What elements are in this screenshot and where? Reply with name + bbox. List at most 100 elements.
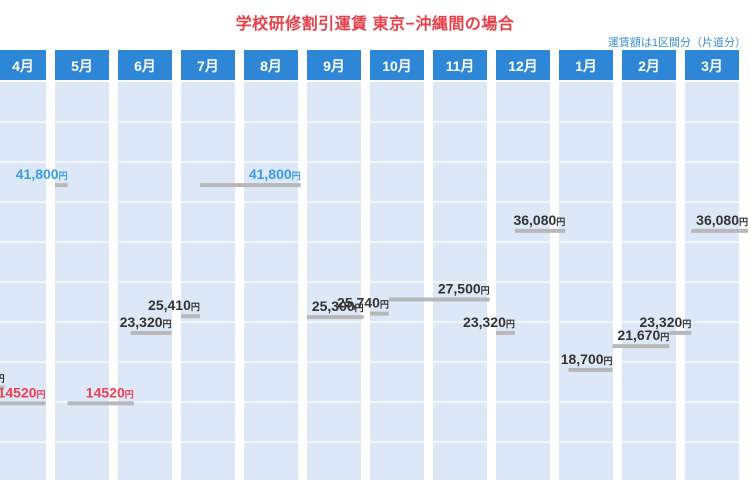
price-value: 25,740 [337, 295, 380, 311]
month-header [181, 50, 235, 80]
price-label: 16,500円 [0, 369, 5, 385]
price-value: 41,800 [16, 166, 59, 182]
price-bar [307, 315, 364, 320]
price-label: 36,080円 [513, 212, 565, 228]
month-label: 10月 [382, 58, 412, 74]
price-unit: 円 [59, 171, 68, 181]
price-bar [370, 311, 389, 316]
price-bar [388, 297, 490, 302]
month-header [685, 50, 739, 80]
month-column [181, 82, 235, 480]
month-header [118, 50, 172, 80]
price-unit: 円 [37, 389, 46, 399]
price-label: 21,670円 [617, 327, 669, 343]
price-value: 23,320 [120, 314, 163, 330]
price-label: 25,740円 [337, 295, 389, 311]
month-column [622, 82, 676, 480]
price-bar [181, 314, 200, 319]
price-value: 41,800 [249, 166, 292, 182]
price-value: 36,080 [513, 212, 556, 228]
price-label: 27,500円 [438, 281, 490, 297]
price-bar [199, 183, 301, 188]
price-label: 41,800円 [249, 166, 301, 182]
price-label: 36,080円 [696, 212, 748, 228]
price-label: 25,300円 [312, 298, 364, 314]
price-unit: 円 [125, 389, 134, 399]
price-value: 21,670 [617, 327, 660, 343]
month-header [0, 50, 46, 80]
month-column [0, 82, 46, 480]
price-bar [514, 228, 566, 233]
month-column [496, 82, 550, 480]
price-label: 23,320円 [120, 314, 172, 330]
price-label: 23,320円 [463, 314, 515, 330]
price-bar [691, 228, 748, 233]
price-label: 14520円 [86, 384, 134, 400]
month-label: 12月 [508, 58, 538, 74]
price-bar [130, 330, 172, 335]
price-unit: 円 [481, 286, 490, 296]
month-header [244, 50, 298, 80]
price-label: 14520円 [0, 384, 46, 400]
month-label: 11月 [446, 58, 475, 74]
price-unit: 円 [739, 217, 748, 227]
month-column [433, 82, 487, 480]
chart-title: 学校研修割引運賃 東京−沖縄間の場合 [235, 16, 515, 33]
month-column [307, 82, 361, 480]
price-label: 18,700円 [561, 351, 613, 367]
month-header [307, 50, 361, 80]
price-unit: 円 [682, 319, 691, 329]
price-unit: 円 [191, 302, 200, 312]
price-unit: 円 [660, 332, 669, 342]
month-header [622, 50, 676, 80]
price-unit: 円 [355, 303, 364, 313]
price-bar [67, 401, 134, 406]
price-bar [496, 330, 515, 335]
fare-note: 運賃額は1区間分（片道分） [607, 37, 746, 49]
price-value: 14520 [0, 384, 37, 400]
price-value: 27,500 [438, 281, 481, 297]
month-column [685, 82, 739, 480]
price-unit: 円 [556, 217, 565, 227]
price-bar [55, 183, 68, 188]
month-label: 8月 [260, 58, 282, 74]
month-header [55, 50, 109, 80]
price-value: 36,080 [696, 212, 739, 228]
price-unit: 円 [292, 171, 301, 181]
price-unit: 円 [380, 300, 389, 310]
month-header [370, 50, 424, 80]
price-value: 14520 [86, 384, 125, 400]
month-label: 6月 [134, 58, 156, 74]
month-label: 3月 [701, 58, 723, 74]
price-label: 25,410円 [148, 297, 200, 313]
price-value: 25,300 [312, 298, 355, 314]
month-label: 5月 [71, 58, 93, 74]
month-column [55, 82, 109, 480]
price-value: 25,410 [148, 297, 191, 313]
price-bar [669, 330, 692, 335]
month-column [118, 82, 172, 480]
month-column [370, 82, 424, 480]
month-column [559, 82, 613, 480]
month-label: 9月 [323, 58, 345, 74]
month-label: 1月 [575, 58, 597, 74]
price-unit: 円 [163, 319, 172, 329]
price-value: 23,320 [639, 314, 682, 330]
price-unit: 円 [506, 319, 515, 329]
price-value: 23,320 [463, 314, 506, 330]
month-header [433, 50, 487, 80]
price-unit: 円 [604, 356, 613, 366]
price-label: 23,320円 [639, 314, 691, 330]
month-header [496, 50, 550, 80]
month-header [559, 50, 613, 80]
price-label: 41,800円 [16, 166, 68, 182]
price-bar [0, 401, 46, 406]
price-bar [612, 344, 670, 349]
month-label: 2月 [638, 58, 660, 74]
month-label: 7月 [197, 58, 219, 74]
month-column [244, 82, 298, 480]
price-value: 18,700 [561, 351, 604, 367]
price-bar [0, 385, 5, 390]
price-unit: 円 [0, 374, 5, 384]
